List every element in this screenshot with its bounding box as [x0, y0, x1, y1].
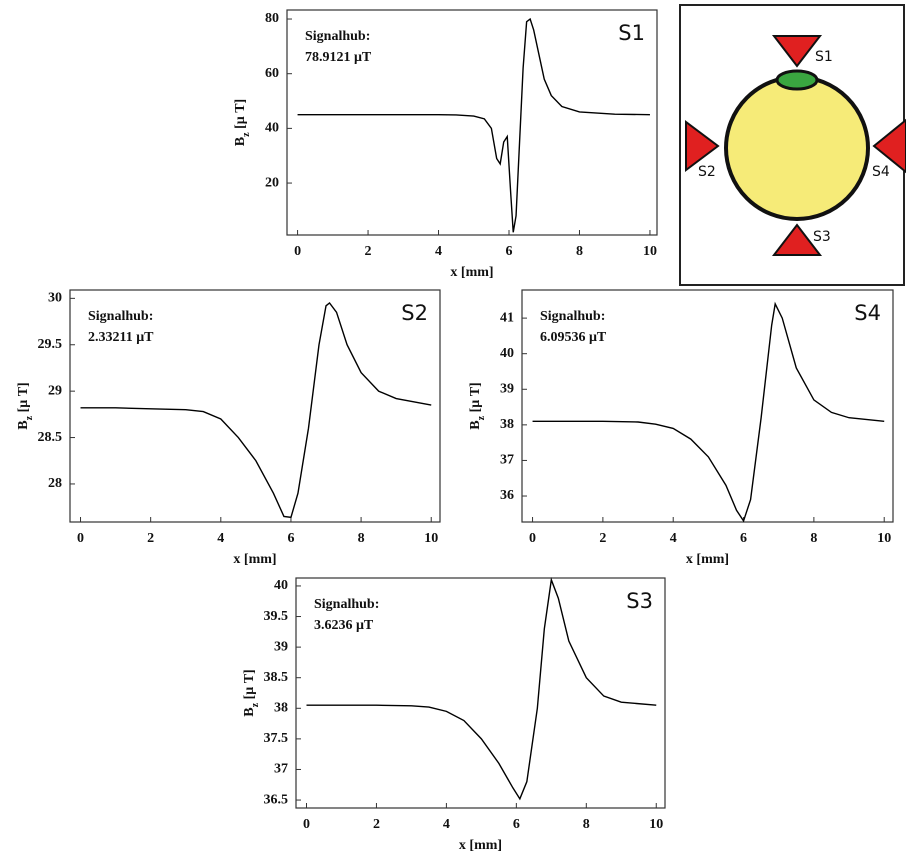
x-tick-label: 8: [583, 817, 590, 832]
y-axis-label-part: B: [242, 707, 257, 716]
y-axis-label-part: [μ T]: [16, 382, 31, 416]
sample-circle: [726, 77, 868, 219]
y-tick-label: 40: [274, 578, 288, 593]
panel-label: S2: [401, 301, 428, 325]
page: S1 S2 S3 S4 024681020406080x [mm]Bz [μ T…: [0, 0, 906, 854]
panel-label: S1: [618, 21, 645, 45]
y-tick-label: 39.5: [264, 609, 289, 624]
y-tick-label: 28.5: [38, 430, 63, 445]
x-tick-label: 8: [576, 244, 583, 259]
y-axis-label-part: [μ T]: [242, 669, 257, 703]
panel-label: S3: [626, 589, 653, 613]
y-tick-label: 29: [48, 383, 62, 398]
y-tick-label: 39: [274, 639, 288, 654]
y-tick-label: 60: [265, 66, 279, 81]
y-tick-label: 36: [500, 488, 514, 503]
x-tick-label: 2: [599, 531, 606, 546]
diagram-label: S4: [872, 164, 890, 180]
y-tick-label: 40: [265, 121, 279, 136]
y-tick-label: 40: [500, 346, 514, 361]
annotation: Signalhub:: [314, 597, 379, 612]
y-tick-label: 29.5: [38, 337, 63, 352]
x-tick-label: 6: [287, 531, 294, 546]
x-axis-label: x [mm]: [459, 838, 502, 853]
y-axis-label-part: [μ T]: [468, 382, 483, 416]
x-axis-label: x [mm]: [450, 265, 493, 280]
x-tick-label: 2: [373, 817, 380, 832]
x-tick-label: 0: [529, 531, 536, 546]
x-tick-label: 4: [217, 531, 224, 546]
y-axis-label: Bz [μ T]: [468, 382, 487, 429]
y-axis-label: Bz [μ T]: [233, 99, 252, 146]
x-tick-label: 4: [435, 244, 442, 259]
y-axis-label-part: B: [468, 420, 483, 429]
plot-frame: [70, 290, 440, 522]
y-tick-label: 20: [265, 175, 279, 190]
y-axis-label-part: B: [233, 137, 248, 146]
x-tick-label: 4: [443, 817, 450, 832]
x-tick-label: 2: [365, 244, 372, 259]
x-tick-label: 8: [810, 531, 817, 546]
y-tick-label: 38: [500, 417, 514, 432]
plot-frame: [522, 290, 893, 522]
x-tick-label: 0: [294, 244, 301, 259]
x-tick-label: 0: [303, 817, 310, 832]
x-tick-label: 8: [358, 531, 365, 546]
x-tick-label: 10: [649, 817, 663, 832]
diagram-label: S1: [815, 49, 833, 65]
x-tick-label: 10: [424, 531, 438, 546]
annotation: 2.33211 μT: [88, 330, 154, 345]
x-axis-label: x [mm]: [686, 552, 729, 567]
panel-label: S4: [854, 301, 881, 325]
figure: S1 S2 S3 S4 024681020406080x [mm]Bz [μ T…: [0, 0, 906, 854]
annotation: Signalhub:: [88, 309, 153, 324]
annotation: 6.09536 μT: [540, 330, 607, 345]
y-axis-label: Bz [μ T]: [242, 669, 261, 716]
y-axis-label-part: B: [16, 420, 31, 429]
y-tick-label: 38: [274, 701, 288, 716]
y-tick-label: 80: [265, 11, 279, 26]
y-tick-label: 28: [48, 476, 62, 491]
x-tick-label: 2: [147, 531, 154, 546]
y-tick-label: 37: [500, 453, 514, 468]
annotation: 78.9121 μT: [305, 50, 372, 65]
x-tick-label: 6: [506, 244, 513, 259]
y-tick-label: 41: [500, 310, 514, 325]
diagram-label: S2: [698, 164, 716, 180]
diagram-label: S3: [813, 229, 831, 245]
y-axis-label-part: [μ T]: [233, 99, 248, 133]
y-tick-label: 37: [274, 762, 288, 777]
x-tick-label: 10: [643, 244, 657, 259]
y-tick-label: 36.5: [264, 792, 289, 807]
plot-frame: [296, 578, 665, 808]
x-tick-label: 0: [77, 531, 84, 546]
x-axis-label: x [mm]: [233, 552, 276, 567]
annotation: Signalhub:: [305, 29, 370, 44]
y-tick-label: 37.5: [264, 731, 289, 746]
y-tick-label: 39: [500, 381, 514, 396]
y-tick-label: 38.5: [264, 670, 289, 685]
sample-spot: [777, 71, 817, 89]
annotation: Signalhub:: [540, 309, 605, 324]
annotation: 3.6236 μT: [314, 618, 374, 633]
x-tick-label: 10: [877, 531, 891, 546]
x-tick-label: 6: [740, 531, 747, 546]
sensor-diagram: S1 S2 S3 S4: [680, 5, 906, 285]
y-axis-label: Bz [μ T]: [16, 382, 35, 429]
y-tick-label: 30: [48, 291, 62, 306]
x-tick-label: 4: [670, 531, 677, 546]
x-tick-label: 6: [513, 817, 520, 832]
